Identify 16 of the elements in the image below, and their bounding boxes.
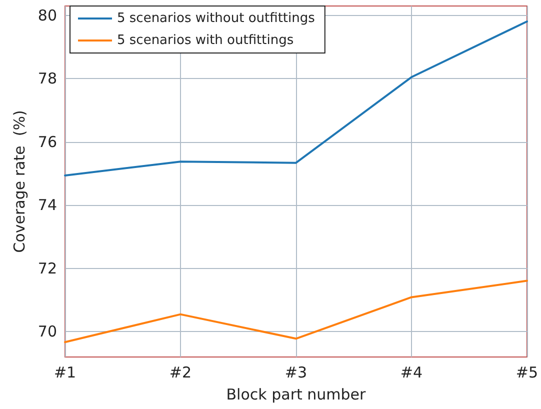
y-tick-label: 72 xyxy=(38,259,57,278)
line-series xyxy=(64,280,528,344)
x-tick-label: #4 xyxy=(400,364,423,382)
x-axis-title: Block part number xyxy=(226,386,367,404)
x-tick-label: #1 xyxy=(54,364,76,382)
y-tick-label: 74 xyxy=(38,196,57,214)
y-tick-label: 78 xyxy=(38,70,57,88)
y-tick-label: 70 xyxy=(38,322,57,341)
y-axis-title: Coverage rate (%) xyxy=(10,110,28,253)
x-tick-label: #2 xyxy=(169,364,192,382)
x-tick-label: #5 xyxy=(516,364,538,382)
legend-label: 5 scenarios with outfittings xyxy=(117,33,294,48)
y-tick-label: 80 xyxy=(38,6,57,24)
x-tick-label: #3 xyxy=(284,364,308,382)
y-tick-label: 76 xyxy=(38,132,57,151)
legend-label: 5 scenarios without outfittings xyxy=(117,11,316,26)
